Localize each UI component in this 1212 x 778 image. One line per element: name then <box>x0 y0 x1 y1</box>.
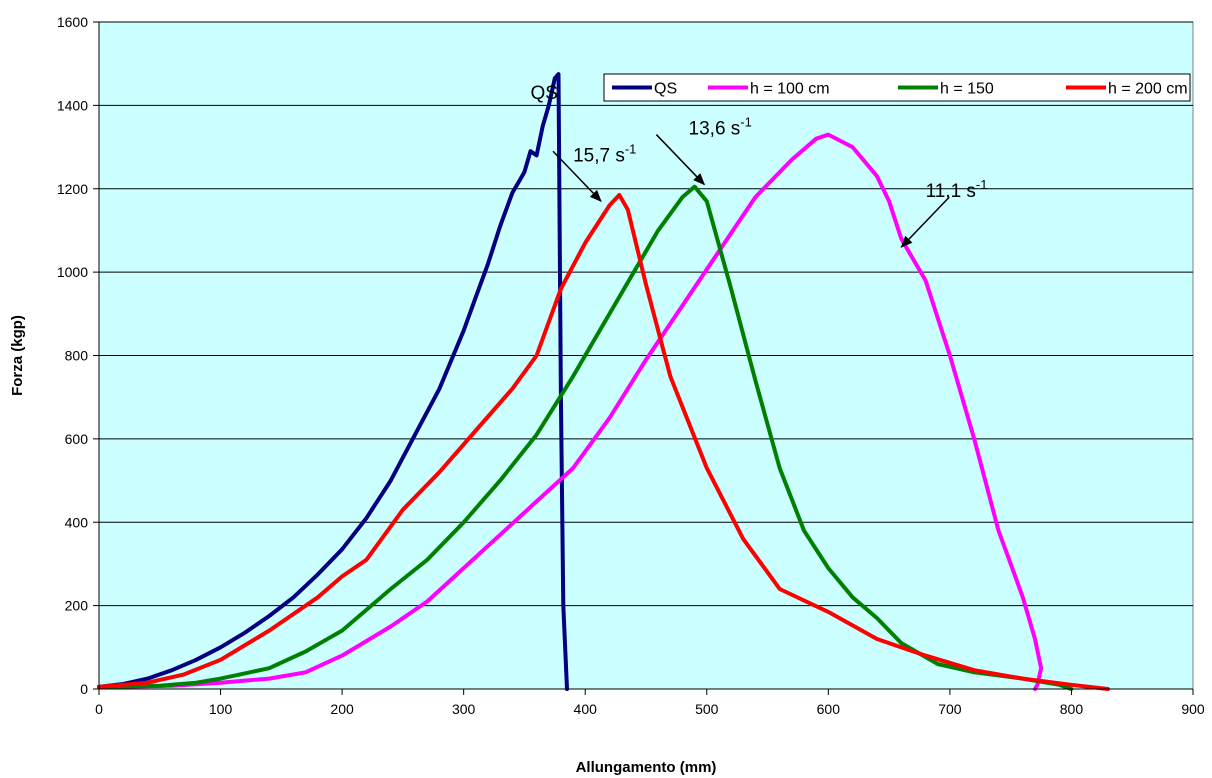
axes <box>93 21 1194 695</box>
x-tick-label: 100 <box>209 701 233 717</box>
x-tick-label: 500 <box>695 701 719 717</box>
y-tick-label: 1200 <box>57 181 88 197</box>
series-layer <box>97 72 1110 691</box>
y-tick-label: 1600 <box>57 14 88 30</box>
x-tick-label: 400 <box>574 701 598 717</box>
annotation-2: 13,6 s-1 <box>689 115 752 140</box>
x-axis-title: Allungamento (mm) <box>576 759 717 776</box>
annotation-superscript: -1 <box>976 177 988 192</box>
x-tick-label: 700 <box>938 701 962 717</box>
annotation-arrow-1 <box>552 150 602 202</box>
legend-entry-2: h = 150 <box>940 81 994 98</box>
x-tick-label: 800 <box>1060 701 1084 717</box>
annotation-arrow-2 <box>655 134 706 186</box>
series-line-3 <box>97 193 1110 691</box>
y-tick-label: 0 <box>80 681 88 697</box>
annotation-arrow-3 <box>900 196 950 248</box>
legend: QS h = 100 cm h = 150 h = 200 cm <box>603 73 1191 102</box>
x-tick-label: 200 <box>330 701 354 717</box>
x-tick-label: 300 <box>452 701 476 717</box>
annotation-superscript: -1 <box>625 142 637 157</box>
legend-entry-3: h = 200 cm <box>1108 81 1188 98</box>
x-tick-label: 600 <box>817 701 841 717</box>
annotation-label: 13,6 s <box>689 119 741 140</box>
y-tick-label: 600 <box>65 431 89 447</box>
y-tick-label: 1000 <box>57 264 88 280</box>
legend-entry-1: h = 100 cm <box>750 81 830 98</box>
legend-entry-0: QS <box>654 81 677 98</box>
annotation-label: QS <box>531 83 558 104</box>
annotation-label: 15,7 s <box>573 146 625 167</box>
y-tick-label: 1400 <box>57 97 88 113</box>
annotation-3: 11,1 s-1 <box>926 177 988 202</box>
y-axis-title: Forza (kgp) <box>9 315 26 396</box>
y-tick-label: 200 <box>65 598 89 614</box>
y-tick-label: 400 <box>65 514 89 530</box>
annotation-superscript: -1 <box>740 115 752 130</box>
annotation-label: 11,1 s <box>926 181 976 202</box>
series-line-0 <box>97 72 569 691</box>
annotation-0: QS <box>531 83 558 104</box>
series-line-1 <box>97 132 1044 691</box>
y-tick-label: 800 <box>65 348 89 364</box>
x-tick-label: 0 <box>95 701 103 717</box>
tick-labels: 0 100 200 300 400 500 600 700 800 900 0 200 400 600 80… <box>57 14 1205 717</box>
series-line-2 <box>97 184 1074 691</box>
x-tick-label: 900 <box>1181 701 1205 717</box>
annotation-1: 15,7 s-1 <box>573 142 636 167</box>
